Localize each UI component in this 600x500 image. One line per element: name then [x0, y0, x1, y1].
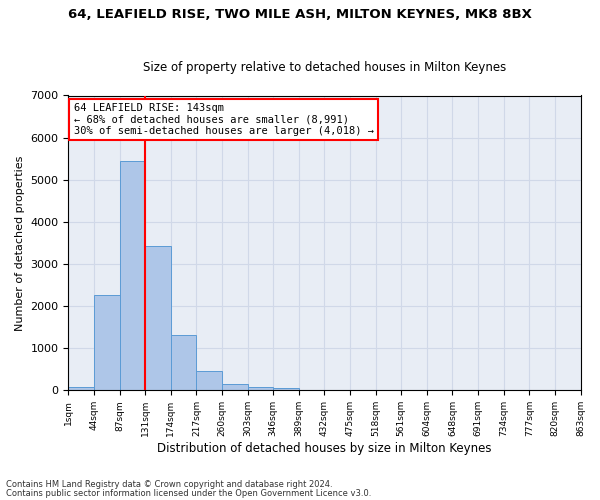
Bar — [94, 294, 119, 390]
X-axis label: Distribution of detached houses by size in Milton Keynes: Distribution of detached houses by size … — [157, 442, 492, 455]
Text: 64, LEAFIELD RISE, TWO MILE ASH, MILTON KEYNES, MK8 8BX: 64, LEAFIELD RISE, TWO MILE ASH, MILTON … — [68, 8, 532, 20]
Bar — [145, 246, 171, 390]
Y-axis label: Number of detached properties: Number of detached properties — [15, 155, 25, 330]
Title: Size of property relative to detached houses in Milton Keynes: Size of property relative to detached ho… — [143, 60, 506, 74]
Bar — [119, 161, 145, 390]
Bar — [222, 384, 248, 390]
Text: Contains public sector information licensed under the Open Government Licence v3: Contains public sector information licen… — [6, 489, 371, 498]
Text: Contains HM Land Registry data © Crown copyright and database right 2024.: Contains HM Land Registry data © Crown c… — [6, 480, 332, 489]
Bar — [248, 387, 273, 390]
Bar — [273, 388, 299, 390]
Bar — [68, 387, 94, 390]
Bar — [171, 335, 196, 390]
Text: 64 LEAFIELD RISE: 143sqm
← 68% of detached houses are smaller (8,991)
30% of sem: 64 LEAFIELD RISE: 143sqm ← 68% of detach… — [74, 103, 374, 136]
Bar — [196, 371, 222, 390]
